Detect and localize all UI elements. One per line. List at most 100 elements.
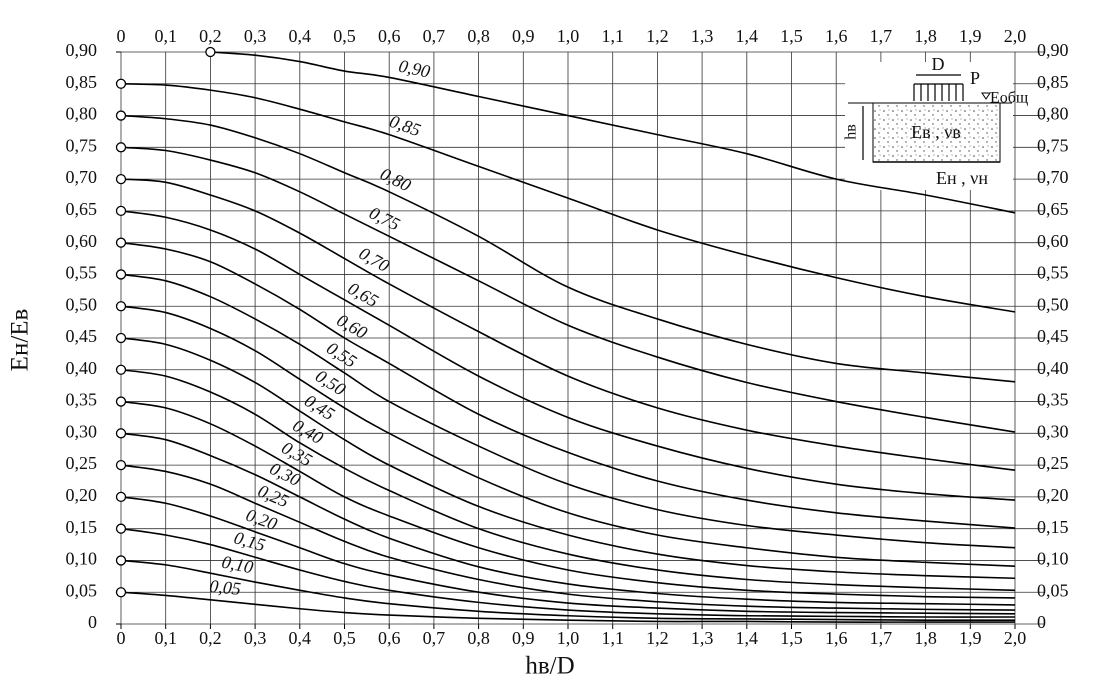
x-tick-label: 0,8	[467, 628, 490, 648]
x-tick-label-top: 1,2	[646, 26, 669, 46]
start-marker	[115, 110, 127, 121]
x-tick-label-top: 0,4	[289, 26, 312, 46]
x-tick-label: 1,1	[601, 628, 624, 648]
y-axis-title: Eн/Eв	[7, 309, 34, 372]
start-marker	[115, 205, 127, 217]
x-tick-label-top: 1,6	[825, 26, 848, 46]
x-tick-label: 1,8	[914, 628, 937, 648]
x-tick-label-top: 1,8	[914, 26, 937, 46]
x-tick-label: 0	[117, 628, 126, 648]
start-marker	[115, 396, 127, 407]
x-tick-label-top: 0,6	[378, 26, 401, 46]
x-tick-label: 0,3	[244, 628, 267, 648]
x-tick-label-top: 0,8	[467, 26, 490, 46]
inset-h: hв	[843, 124, 860, 140]
curve	[120, 337, 1016, 580]
curve-label: 0,05	[209, 576, 242, 599]
x-tick-label: 1,9	[959, 628, 982, 648]
start-marker	[115, 269, 127, 280]
y-tick-label: 0,15	[66, 517, 98, 537]
y-tick-label-right: 0,65	[1037, 199, 1069, 219]
curve	[120, 400, 1016, 599]
x-tick-label: 1,5	[780, 628, 803, 648]
curve	[120, 82, 1016, 313]
x-tick-label-top: 1,1	[601, 26, 624, 46]
x-tick-label: 2,0	[1004, 628, 1027, 648]
curve	[120, 527, 1016, 618]
x-tick-label: 0,7	[423, 628, 446, 648]
y-tick-label-right: 0,45	[1037, 326, 1069, 346]
x-tick-label: 0,2	[199, 628, 222, 648]
grid: 000,10,10,20,20,30,30,40,40,50,50,60,60,…	[66, 26, 1069, 648]
start-marker	[205, 46, 216, 58]
curve	[120, 241, 1016, 529]
inset-diagram: D P Eобщ hв Eв , νв Eн , νн	[843, 54, 1028, 190]
layer-box	[872, 102, 1001, 163]
start-marker	[115, 523, 127, 534]
curve	[120, 305, 1016, 567]
y-tick-label-right: 0,15	[1037, 517, 1069, 537]
x-tick-label: 1,7	[870, 628, 893, 648]
x-tick-label: 1,0	[557, 628, 580, 648]
curve	[120, 559, 1016, 622]
y-tick-label: 0,05	[66, 580, 98, 600]
x-tick-label: 0,4	[289, 628, 312, 648]
start-marker	[115, 173, 127, 185]
y-tick-label-right: 0,70	[1037, 167, 1069, 187]
curve	[120, 178, 1016, 471]
y-tick-label: 0,45	[66, 326, 98, 346]
x-tick-label-top: 0,1	[154, 26, 177, 46]
y-tick-label: 0,35	[66, 390, 98, 410]
y-tick-label: 0,70	[66, 167, 98, 187]
y-tick-label: 0,75	[66, 135, 98, 155]
start-marker	[115, 555, 127, 566]
start-marker	[115, 237, 127, 248]
level-mark	[981, 92, 991, 100]
x-tick-label: 0,1	[154, 628, 177, 648]
curve	[120, 146, 1016, 433]
y-tick-label: 0,25	[66, 453, 98, 473]
x-tick-label-top: 0,7	[423, 26, 446, 46]
x-tick-label: 1,6	[825, 628, 848, 648]
x-tick-label: 0,5	[333, 628, 356, 648]
curve	[120, 114, 1016, 383]
y-tick-label-right: 0,40	[1037, 358, 1069, 378]
start-marker	[115, 428, 127, 439]
y-tick-label-right: 0,50	[1037, 294, 1069, 314]
y-tick-label: 0,50	[66, 294, 98, 314]
x-tick-label: 1,2	[646, 628, 669, 648]
x-tick-label-top: 1,0	[557, 26, 580, 46]
start-marker	[115, 587, 127, 598]
start-marker	[115, 332, 127, 344]
inset-d: D	[932, 54, 945, 74]
x-tick-label-top: 1,3	[691, 26, 714, 46]
y-tick-label-right: 0,90	[1037, 40, 1069, 60]
load-arrows	[862, 74, 964, 160]
x-axis-title: hв/D	[525, 653, 574, 680]
x-tick-label-top: 1,4	[736, 26, 759, 46]
start-marker	[115, 78, 127, 89]
x-tick-label-top: 0,9	[512, 26, 535, 46]
x-tick-label-top: 0,5	[333, 26, 356, 46]
x-tick-label: 0,9	[512, 628, 535, 648]
y-tick-label-right: 0,85	[1037, 72, 1069, 92]
x-tick-label-top: 0,3	[244, 26, 267, 46]
y-tick-label-right: 0,55	[1037, 263, 1069, 283]
y-tick-label: 0,85	[66, 72, 98, 92]
y-tick-label-right: 0,60	[1037, 231, 1069, 251]
y-tick-label: 0,10	[66, 549, 98, 569]
start-marker	[115, 491, 127, 503]
inset-lower: Eн , νн	[936, 168, 988, 188]
y-tick-label: 0,90	[66, 40, 98, 60]
y-tick-label-right: 0,75	[1037, 135, 1069, 155]
x-tick-label-top: 0,2	[199, 26, 222, 46]
y-tick-label-right: 0,80	[1037, 104, 1069, 124]
x-tick-label-top: 1,7	[870, 26, 893, 46]
inset-e-total: Eобщ	[990, 90, 1028, 107]
y-tick-label: 0,40	[66, 358, 98, 378]
y-tick-label: 0,55	[66, 263, 98, 283]
curve	[120, 591, 1015, 623]
curve	[120, 464, 1016, 611]
